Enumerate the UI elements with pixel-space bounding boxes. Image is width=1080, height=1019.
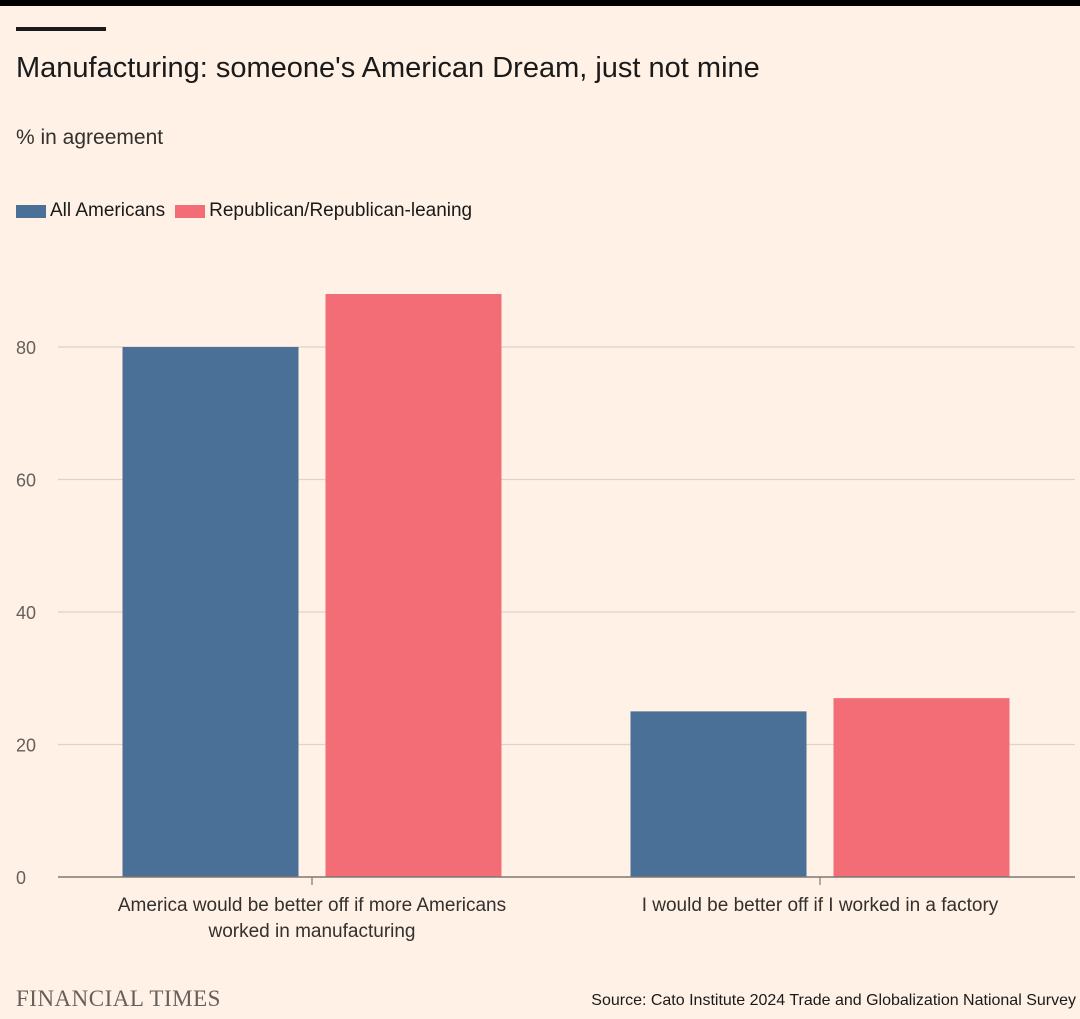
bar-republican-0 — [325, 294, 502, 877]
y-tick-label-0: 0 — [16, 868, 26, 888]
legend-item-republican: Republican/Republican-leaning — [175, 200, 472, 222]
y-tick-label-40: 40 — [16, 603, 36, 623]
x-category-label-0-0: America would be better off if more Amer… — [118, 895, 506, 916]
y-tick-label-60: 60 — [16, 471, 36, 491]
title-rule — [16, 27, 106, 31]
y-tick-label-20: 20 — [16, 736, 36, 756]
x-category-label-0-1: worked in manufacturing — [208, 921, 416, 942]
y-tick-label-80: 80 — [16, 338, 36, 358]
bar-chart: 0 20 40 60 80 America would be better off if … — [16, 294, 1075, 942]
legend-item-all-americans: All Americans — [16, 200, 165, 222]
brand-logo-text: FINANCIAL TIMES — [16, 986, 221, 1011]
x-category-label-1-0: I would be better off if I worked in a f… — [642, 895, 999, 916]
source-note: Source: Cato Institute 2024 Trade and Gl… — [591, 992, 1076, 1009]
bar-all-americans-0 — [122, 347, 299, 877]
legend-swatch-all-americans — [16, 204, 46, 218]
chart-subtitle: % in agreement — [16, 126, 164, 149]
bar-all-americans-1 — [630, 711, 807, 877]
bar-republican-1 — [833, 698, 1010, 877]
legend: All Americans Republican/Republican-lean… — [16, 200, 482, 222]
legend-label-all-americans: All Americans — [50, 200, 166, 221]
legend-label-republican: Republican/Republican-leaning — [209, 200, 473, 221]
chart-title: Manufacturing: someone's American Dream,… — [16, 52, 760, 84]
top-bar — [0, 0, 1080, 6]
legend-swatch-republican — [175, 204, 206, 218]
